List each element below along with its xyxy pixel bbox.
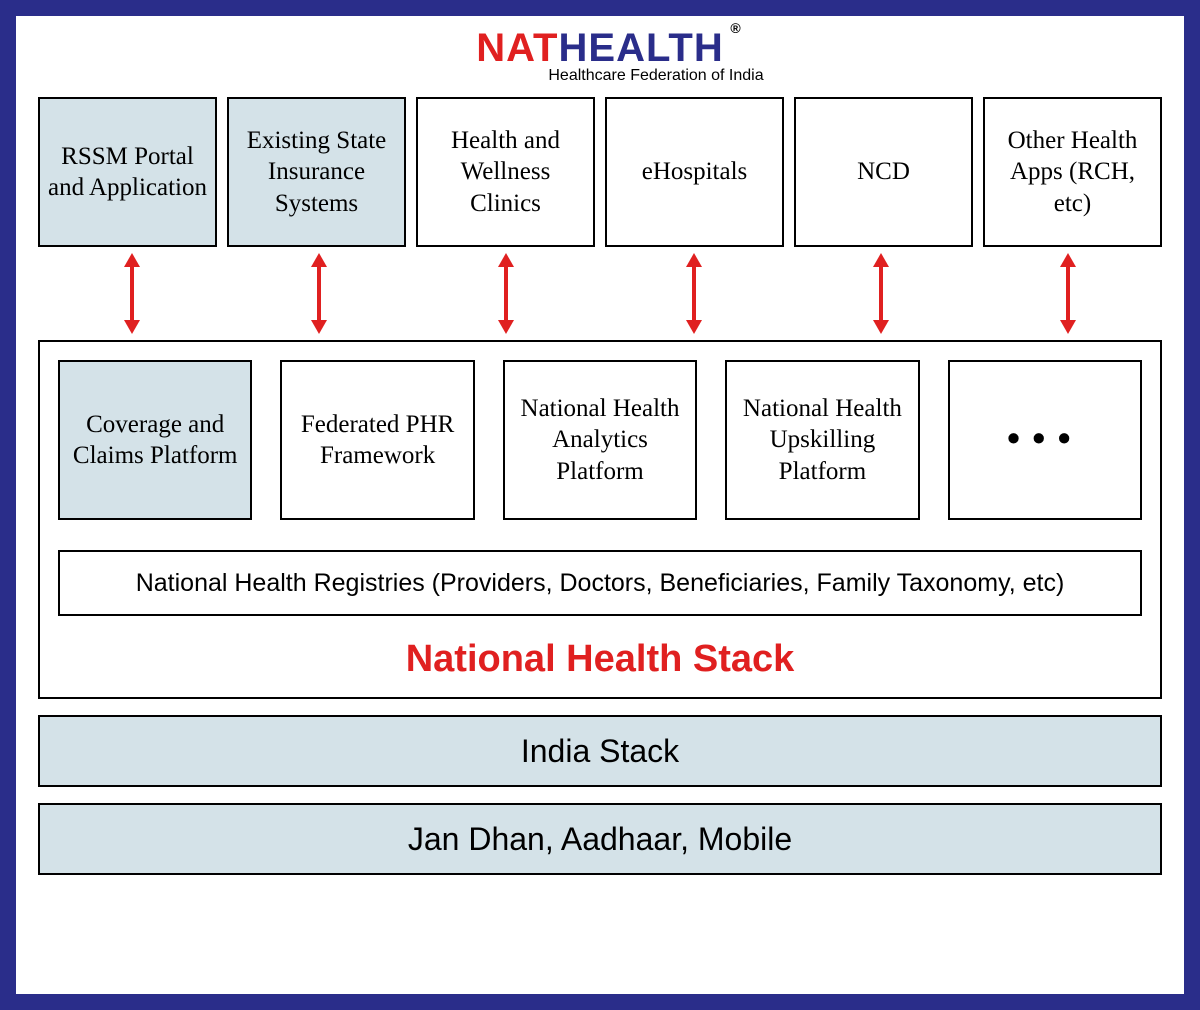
ellipsis-icon: •••	[1007, 416, 1083, 464]
national-health-stack-title: National Health Stack	[58, 638, 1142, 681]
double-arrow-icon	[866, 251, 896, 336]
logo-wordmark: NATHEALTH ®	[476, 26, 724, 71]
jam-layer: Jan Dhan, Aadhaar, Mobile	[38, 803, 1162, 875]
platform-more: •••	[948, 360, 1142, 520]
diagram-frame: NATHEALTH ® Healthcare Federation of Ind…	[0, 0, 1200, 1010]
app-ncd: NCD	[794, 97, 973, 247]
registered-icon: ®	[730, 20, 741, 36]
connector-arrows	[38, 251, 1162, 336]
national-health-stack-container: Coverage and Claims Platform Federated P…	[38, 340, 1162, 699]
app-rssm: RSSM Portal and Application	[38, 97, 217, 247]
national-health-registries: National Health Registries (Providers, D…	[58, 550, 1142, 616]
platform-federated-phr: Federated PHR Framework	[280, 360, 474, 520]
platform-analytics: National Health Analytics Platform	[503, 360, 697, 520]
app-state-insurance: Existing State Insurance Systems	[227, 97, 406, 247]
india-stack-layer: India Stack	[38, 715, 1162, 787]
double-arrow-icon	[304, 251, 334, 336]
double-arrow-icon	[117, 251, 147, 336]
platform-coverage-claims: Coverage and Claims Platform	[58, 360, 252, 520]
logo-nat: NAT	[476, 26, 558, 70]
platform-upskilling: National Health Upskilling Platform	[725, 360, 919, 520]
app-wellness-clinics: Health and Wellness Clinics	[416, 97, 595, 247]
nathealth-logo: NATHEALTH ® Healthcare Federation of Ind…	[38, 26, 1162, 85]
double-arrow-icon	[679, 251, 709, 336]
platforms-row: Coverage and Claims Platform Federated P…	[58, 360, 1142, 520]
app-ehospitals: eHospitals	[605, 97, 784, 247]
logo-health: HEALTH	[559, 26, 724, 70]
app-other: Other Health Apps (RCH, etc)	[983, 97, 1162, 247]
applications-row: RSSM Portal and Application Existing Sta…	[38, 97, 1162, 247]
double-arrow-icon	[491, 251, 521, 336]
double-arrow-icon	[1053, 251, 1083, 336]
